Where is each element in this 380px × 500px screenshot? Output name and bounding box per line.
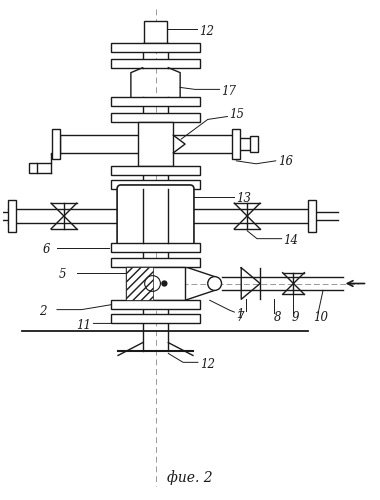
Bar xyxy=(233,130,240,159)
Bar xyxy=(126,267,185,300)
Text: 2: 2 xyxy=(39,305,47,318)
Text: 17: 17 xyxy=(222,85,236,98)
Bar xyxy=(111,258,200,267)
Circle shape xyxy=(162,281,167,286)
Bar xyxy=(8,200,16,232)
Text: 8: 8 xyxy=(274,310,281,324)
Bar xyxy=(111,98,200,106)
Text: 12: 12 xyxy=(199,24,214,38)
Bar xyxy=(52,130,60,159)
Bar xyxy=(250,136,258,152)
Bar xyxy=(144,22,167,43)
Text: 11: 11 xyxy=(76,319,91,332)
Text: 12: 12 xyxy=(200,358,215,371)
Bar xyxy=(111,43,200,52)
Text: 10: 10 xyxy=(313,310,328,324)
Text: 7: 7 xyxy=(236,310,244,324)
Bar xyxy=(111,180,200,189)
Bar xyxy=(111,300,200,309)
Text: 13: 13 xyxy=(236,192,251,205)
Bar xyxy=(111,113,200,122)
Text: 9: 9 xyxy=(291,310,299,324)
Text: фие. 2: фие. 2 xyxy=(167,470,213,484)
Bar xyxy=(138,122,173,166)
Bar xyxy=(111,166,200,175)
Bar xyxy=(111,314,200,323)
Bar xyxy=(126,267,152,300)
Text: 15: 15 xyxy=(230,108,244,121)
Text: 16: 16 xyxy=(278,156,293,168)
Text: 14: 14 xyxy=(283,234,299,247)
Bar xyxy=(308,200,316,232)
Bar xyxy=(29,163,37,172)
Bar xyxy=(111,59,200,68)
Text: 5: 5 xyxy=(59,268,66,281)
Bar xyxy=(111,243,200,252)
Text: 6: 6 xyxy=(42,243,50,256)
Text: 1: 1 xyxy=(236,308,244,320)
Circle shape xyxy=(208,276,222,290)
FancyBboxPatch shape xyxy=(117,185,194,247)
